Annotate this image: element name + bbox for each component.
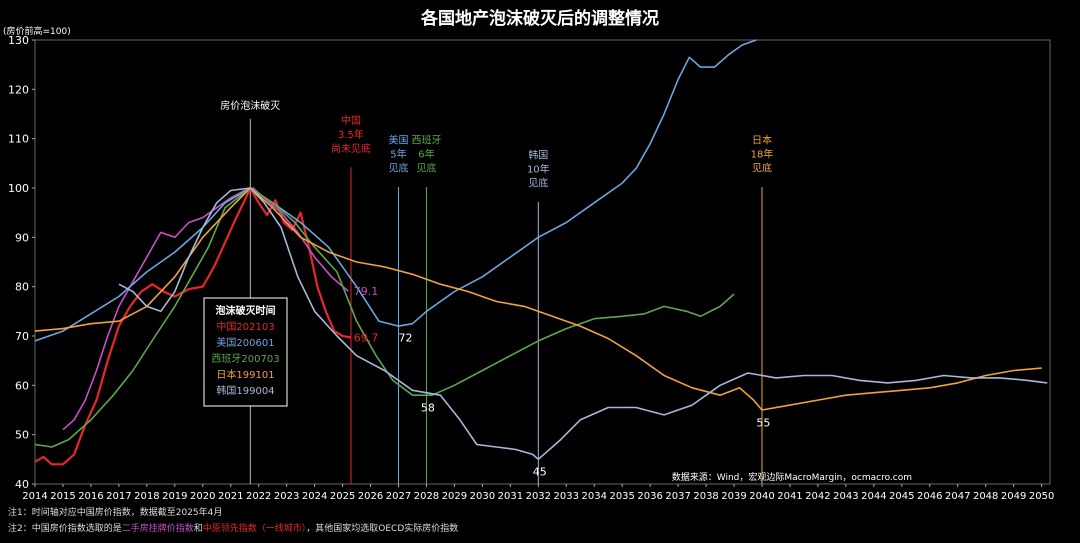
x-tick-label: 2031 bbox=[498, 491, 523, 502]
x-tick-label: 2034 bbox=[582, 491, 607, 502]
note-1-text: 注1：时间轴对应中国房价指数，数据截至2025年4月 bbox=[8, 508, 223, 518]
vline-label-1: 尚未见底 bbox=[331, 142, 371, 155]
data-label-5: 55 bbox=[756, 416, 770, 429]
vline-label-4: 见底 bbox=[528, 176, 548, 189]
x-tick-label: 2040 bbox=[749, 491, 774, 502]
x-tick-label: 2022 bbox=[246, 491, 271, 502]
note-2-pink-text: 二手房挂牌价指数 bbox=[121, 524, 194, 534]
y-tick-label: 110 bbox=[8, 133, 29, 146]
source-text: 数据来源：Wind，宏观边际MacroMargin，ocmacro.com bbox=[672, 471, 912, 483]
x-tick-label: 2044 bbox=[861, 491, 886, 502]
vline-label-3: 6年 bbox=[418, 148, 434, 161]
legend-item: 韩国199004 bbox=[216, 384, 274, 397]
y-axis-label: (房价前高=100) bbox=[3, 25, 71, 37]
legend-item: 日本199101 bbox=[216, 368, 274, 381]
x-tick-label: 2035 bbox=[609, 491, 634, 502]
plot-frame bbox=[34, 39, 1051, 485]
x-tick-label: 2038 bbox=[693, 491, 718, 502]
vline-label-2: 见底 bbox=[388, 162, 408, 175]
y-tick-label: 130 bbox=[8, 34, 29, 47]
x-tick-label: 2028 bbox=[414, 491, 439, 502]
x-tick-label: 2015 bbox=[50, 491, 75, 502]
x-tick-label: 2042 bbox=[805, 491, 830, 502]
x-tick-label: 2024 bbox=[302, 491, 327, 502]
x-tick-label: 2027 bbox=[386, 491, 411, 502]
series-line-4 bbox=[34, 187, 1042, 411]
note-2-prefix: 注2：中国房价指数选取的是 bbox=[8, 524, 122, 534]
series-line-0 bbox=[34, 186, 352, 466]
x-tick-label: 2029 bbox=[442, 491, 467, 502]
y-tick-label: 60 bbox=[15, 379, 29, 392]
x-tick-label: 2043 bbox=[833, 491, 858, 502]
x-tick-label: 2016 bbox=[78, 491, 103, 502]
x-tick-label: 2036 bbox=[637, 491, 662, 502]
x-tick-label: 2049 bbox=[1001, 491, 1026, 502]
legend-item: 美国200601 bbox=[216, 336, 274, 349]
series-line-2 bbox=[34, 39, 757, 342]
vline-label-0: 房价泡沫破灭 bbox=[220, 99, 280, 112]
x-tick-label: 2021 bbox=[218, 491, 243, 502]
x-tick-label: 2039 bbox=[721, 491, 746, 502]
x-tick-label: 2020 bbox=[190, 491, 215, 502]
vline-label-4: 10年 bbox=[527, 162, 550, 175]
y-tick-label: 120 bbox=[8, 83, 29, 96]
vline-label-5: 日本 bbox=[752, 134, 772, 147]
x-tick-label: 2033 bbox=[554, 491, 579, 502]
legend-item: 西班牙200703 bbox=[211, 353, 279, 365]
chart-title: 各国地产泡沫破灭后的调整情况 bbox=[420, 8, 659, 29]
x-tick-label: 2046 bbox=[917, 491, 942, 502]
y-tick-label: 100 bbox=[8, 182, 29, 195]
note-2-and: 和 bbox=[193, 524, 203, 534]
note-2-red-text: 中原领先指数（一线城市） bbox=[202, 524, 307, 534]
series-line-3 bbox=[34, 187, 735, 448]
vline-label-1: 3.5年 bbox=[338, 128, 364, 141]
x-tick-label: 2050 bbox=[1029, 491, 1054, 502]
vline-label-5: 见底 bbox=[752, 162, 772, 175]
vline-label-1: 中国 bbox=[341, 114, 361, 127]
y-tick-label: 40 bbox=[15, 478, 29, 491]
data-label-1: 69.7 bbox=[354, 331, 379, 344]
vline-label-2: 美国 bbox=[388, 134, 408, 147]
data-label-4: 45 bbox=[533, 466, 547, 479]
data-label-2: 72 bbox=[398, 331, 412, 344]
y-tick-label: 70 bbox=[15, 330, 29, 343]
series-line-1 bbox=[62, 187, 349, 431]
y-tick-label: 80 bbox=[15, 281, 29, 294]
x-tick-label: 2026 bbox=[358, 491, 383, 502]
x-tick-label: 2019 bbox=[162, 491, 187, 502]
note-2: 注2：中国房价指数选取的是二手房挂牌价指数和中原领先指数（一线城市），其他国家均… bbox=[8, 521, 458, 534]
y-tick-label: 90 bbox=[15, 231, 29, 244]
x-tick-label: 2030 bbox=[470, 491, 495, 502]
vline-label-3: 西班牙 bbox=[411, 135, 441, 147]
x-tick-label: 2017 bbox=[106, 491, 131, 502]
data-label-3: 58 bbox=[421, 402, 435, 415]
x-tick-label: 2032 bbox=[526, 491, 551, 502]
x-tick-label: 2048 bbox=[973, 491, 998, 502]
data-label-0: 79.1 bbox=[354, 285, 379, 298]
vline-label-3: 见底 bbox=[416, 162, 436, 175]
note-1: 注1：时间轴对应中国房价指数，数据截至2025年4月 bbox=[8, 505, 222, 518]
x-tick-label: 2045 bbox=[889, 491, 914, 502]
note-2-suffix: ，其他国家均选取OECD实际房价指数 bbox=[306, 524, 459, 534]
series-line-5 bbox=[118, 187, 1048, 461]
x-tick-label: 2047 bbox=[945, 491, 970, 502]
legend-title: 泡沫破灭时间 bbox=[216, 304, 276, 317]
y-tick-label: 50 bbox=[15, 429, 29, 442]
x-tick-label: 2037 bbox=[665, 491, 690, 502]
vline-label-5: 18年 bbox=[751, 148, 774, 161]
x-tick-label: 2018 bbox=[134, 491, 159, 502]
legend-box bbox=[203, 297, 288, 407]
vline-label-2: 5年 bbox=[390, 148, 406, 161]
x-tick-label: 2014 bbox=[22, 491, 47, 502]
x-tick-label: 2041 bbox=[777, 491, 802, 502]
legend-item: 中国202103 bbox=[216, 320, 274, 333]
x-tick-label: 2023 bbox=[274, 491, 299, 502]
vline-label-4: 韩国 bbox=[528, 148, 548, 161]
x-tick-label: 2025 bbox=[330, 491, 355, 502]
